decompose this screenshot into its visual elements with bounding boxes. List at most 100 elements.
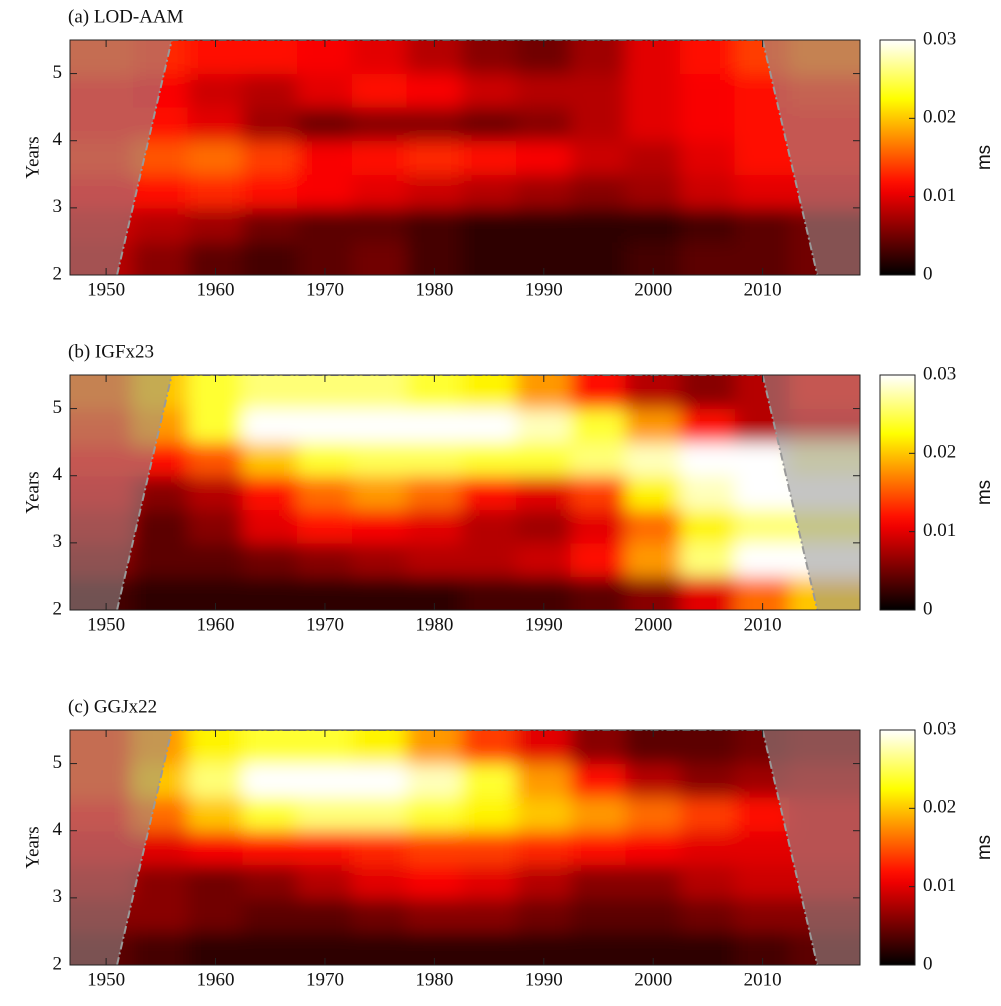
heatmap-cell [351, 106, 408, 142]
y-tick-label: 3 [53, 196, 63, 217]
heatmap-cell [297, 207, 353, 242]
heatmap-cell [351, 207, 408, 242]
y-tick-label: 3 [53, 531, 63, 552]
heatmap-cell [680, 730, 736, 765]
heatmap-cell [680, 508, 736, 544]
heatmap-cell [461, 897, 517, 932]
heatmap-cell [406, 763, 463, 798]
heatmap-cell [570, 830, 627, 865]
colorbar-tick-label: 0.02 [923, 797, 956, 818]
heatmap-cell [297, 796, 353, 832]
heatmap-cell [680, 930, 736, 965]
heatmap-cell [625, 508, 682, 544]
heatmap-cell [734, 863, 791, 899]
x-tick-label: 1980 [415, 279, 453, 300]
heatmap-cell [242, 40, 299, 75]
heatmap-cell [625, 796, 682, 832]
heatmap-cell [242, 106, 299, 142]
heatmap-cell [351, 73, 408, 108]
colorbar-label: ms [974, 835, 995, 860]
heatmap-cell [515, 830, 572, 865]
heatmap-cell [461, 40, 517, 75]
heatmap-cell [297, 830, 353, 865]
x-tick-label: 1990 [525, 614, 563, 635]
heatmap-cell [297, 408, 353, 443]
heatmap-cell [734, 897, 791, 932]
chart-title: (c) GGJx22 [68, 696, 157, 717]
heatmap-cell [515, 441, 572, 477]
heatmap-cell [132, 542, 189, 577]
heatmap-cell [297, 863, 353, 899]
x-tick-label: 1960 [197, 279, 235, 300]
heatmap-cell [734, 140, 791, 175]
colorbar [879, 374, 916, 611]
heatmap-cell [461, 475, 517, 510]
heatmap-cell [187, 830, 244, 865]
heatmap-cell [625, 408, 682, 443]
chart-title: (a) LOD-AAM [68, 6, 184, 27]
plot-area [70, 730, 860, 965]
x-tick-label: 2010 [744, 969, 782, 990]
heatmap-cell [680, 796, 736, 832]
heatmap-cell [680, 441, 736, 477]
x-tick-label: 1980 [415, 969, 453, 990]
heatmap-cell [406, 897, 463, 932]
heatmap-cell [625, 207, 682, 242]
heatmap-cell [351, 796, 408, 832]
heatmap-cell [515, 73, 572, 108]
heatmap-cell [351, 730, 408, 765]
y-tick-label: 5 [53, 62, 63, 83]
heatmap-cell [242, 575, 299, 610]
heatmap-cell [297, 73, 353, 108]
heatmap-cell [570, 575, 627, 610]
heatmap-cell [187, 441, 244, 477]
heatmap-cell [351, 863, 408, 899]
colorbar [879, 39, 916, 276]
x-tick-label: 2000 [634, 279, 672, 300]
colorbar-tick-label: 0 [923, 598, 933, 619]
coi-shade [762, 375, 860, 610]
heatmap-cell [406, 796, 463, 832]
heatmap-cell [187, 173, 244, 209]
heatmap-cell [515, 542, 572, 577]
x-tick-label: 1950 [87, 279, 125, 300]
heatmap-cell [734, 542, 791, 577]
heatmap-cell [515, 408, 572, 443]
coi-shade [762, 730, 860, 965]
heatmap-cell [515, 173, 572, 209]
heatmap-cell [515, 863, 572, 899]
heatmap-cell [406, 73, 463, 108]
heatmap-cell [570, 763, 627, 798]
heatmap-cell [515, 763, 572, 798]
heatmap-cell [242, 173, 299, 209]
heatmap-cell [680, 475, 736, 510]
heatmap-cell [351, 40, 408, 75]
coi-shade [70, 730, 172, 965]
heatmap-cell [297, 441, 353, 477]
heatmap-cell [351, 897, 408, 932]
y-tick-label: 4 [53, 464, 63, 485]
heatmap-cell [734, 508, 791, 544]
heatmap-cell [625, 441, 682, 477]
heatmap-cell [187, 763, 244, 798]
heatmap-cell [625, 475, 682, 510]
heatmap [70, 40, 860, 275]
heatmap-cell [461, 730, 517, 765]
heatmap-cell [132, 240, 189, 275]
heatmap-cell [351, 140, 408, 175]
x-tick-label: 1950 [87, 969, 125, 990]
heatmap-cell [242, 763, 299, 798]
heatmap-cell [187, 475, 244, 510]
heatmap-cell [570, 475, 627, 510]
heatmap-cell [680, 863, 736, 899]
heatmap-cell [461, 140, 517, 175]
heatmap-cell [187, 106, 244, 142]
heatmap-cell [187, 863, 244, 899]
heatmap-cell [570, 375, 627, 410]
heatmap-cell [570, 897, 627, 932]
heatmap-cell [187, 796, 244, 832]
plot-area [70, 375, 860, 610]
colorbar-tick-label: 0.03 [923, 28, 956, 49]
heatmap-cell [351, 475, 408, 510]
